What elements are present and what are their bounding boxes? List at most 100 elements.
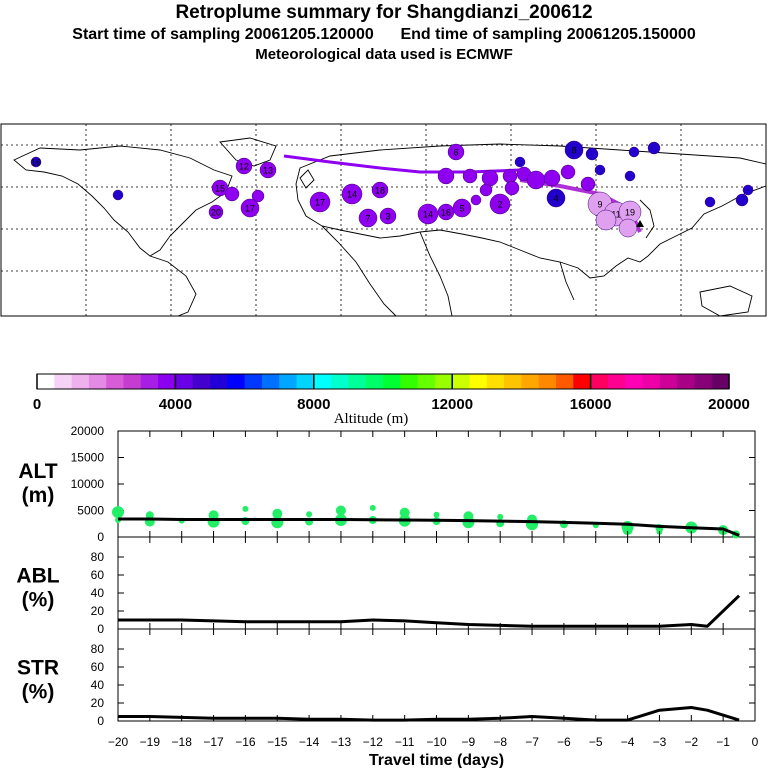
- plume-circle: [564, 140, 584, 160]
- y-axis-title: ABL: [16, 565, 59, 588]
- plume-circle: [502, 168, 518, 184]
- colorbar-cell: [348, 374, 367, 389]
- plume-circle: [546, 188, 566, 208]
- plume-circle-label: 9: [597, 200, 602, 210]
- plume-circle: [481, 169, 499, 187]
- alt-scatter-point: [399, 507, 410, 518]
- chart-title: Retroplume summary for Shangdianzi_20061…: [175, 2, 593, 23]
- alt-scatter-point: [145, 511, 154, 520]
- plume-circle-label: 20: [211, 208, 221, 218]
- colorbar-tick-label: 8000: [297, 396, 330, 413]
- plume-circle: [526, 170, 546, 190]
- x-tick-label: −4: [621, 735, 635, 749]
- y-axis-title: ALT: [18, 460, 57, 483]
- x-tick-label: −13: [331, 735, 352, 749]
- plume-circle-label: 14: [347, 190, 357, 200]
- alt-scatter-point: [272, 508, 283, 519]
- plume-circle: [470, 194, 482, 206]
- plume-circle-label: 12: [239, 162, 249, 172]
- plume-circle: [479, 183, 493, 197]
- colorbar-tick-label: 4000: [159, 396, 192, 413]
- colorbar-cell: [261, 374, 280, 389]
- plume-circle-label: 2: [497, 200, 502, 210]
- plume-circle: [560, 164, 576, 180]
- colorbar-cell: [331, 374, 349, 389]
- colorbar-cell: [538, 374, 557, 389]
- plume-circle: [112, 189, 124, 201]
- plume-circle: [379, 207, 397, 225]
- series-line-str: [118, 706, 740, 722]
- x-tick-label: −9: [462, 735, 476, 749]
- y-tick-label: 40: [91, 586, 105, 600]
- plume-circle-label: 19: [625, 208, 635, 218]
- plume-circle: [240, 198, 260, 218]
- colorbar-cell: [452, 374, 471, 389]
- colorbar-cell: [504, 374, 522, 389]
- y-tick-label: 20: [91, 604, 105, 618]
- colorbar-cell: [677, 374, 695, 389]
- x-tick-label: −6: [557, 735, 571, 749]
- plume-circles: 16 12 13 15 17 20 17 14 18 7 3 14 16 5 2 6 4 8 9 11 19: [30, 140, 754, 238]
- y-tick-label: 0: [97, 622, 104, 636]
- alt-scatter-point: [112, 506, 124, 519]
- plume-circle: [735, 193, 749, 207]
- plume-circle: [704, 196, 716, 208]
- plume-circle: [504, 180, 520, 196]
- plume-circle: [30, 156, 42, 168]
- met-data-label: Meteorological data used is ECMWF: [255, 46, 513, 63]
- colorbar-cell: [244, 374, 263, 389]
- plume-circle: [309, 191, 331, 213]
- plume-circle: [224, 186, 240, 202]
- plume-circle: [543, 169, 561, 187]
- plume-circle: [447, 143, 465, 161]
- colorbar-cell: [711, 374, 730, 389]
- plume-circle: [618, 218, 638, 238]
- colorbar-tick-label: 16000: [570, 396, 612, 413]
- plume-circle: [624, 170, 636, 182]
- plume-circle: [341, 183, 363, 205]
- colorbar-cell: [434, 374, 453, 389]
- plume-circle: [371, 181, 389, 199]
- colorbar-cell: [590, 374, 609, 389]
- colorbar-tick-label: 20000: [708, 396, 750, 413]
- alt-scatter-point: [463, 511, 474, 522]
- plume-circle: [358, 208, 378, 228]
- y-tick-label: 40: [91, 678, 105, 692]
- colorbar-cell: [417, 374, 436, 389]
- end-time-label: End time of sampling 20061205.150000: [400, 26, 696, 43]
- x-tick-label: −2: [684, 735, 698, 749]
- colorbar-cell: [556, 374, 574, 389]
- y-axis-unit: (m): [22, 484, 55, 507]
- y-tick-label: 20000: [71, 424, 105, 438]
- plume-circle: [514, 156, 526, 168]
- station-marker: [636, 220, 644, 227]
- x-tick-label: −20: [108, 735, 129, 749]
- x-tick-label: −17: [203, 735, 224, 749]
- plume-circle: [208, 204, 224, 220]
- colorbar-cell: [625, 374, 644, 389]
- colorbar-cell: [88, 374, 107, 389]
- x-tick-label: −8: [493, 735, 507, 749]
- colorbar-cell: [227, 374, 246, 389]
- x-axis-title: Travel time (days): [369, 752, 504, 768]
- y-tick-label: 5000: [77, 504, 104, 518]
- colorbar-cell: [694, 374, 713, 389]
- plume-circle: [647, 141, 661, 155]
- x-tick-label: −11: [395, 735, 415, 749]
- y-tick-label: 0: [97, 530, 104, 544]
- plume-circle: [462, 168, 478, 184]
- colorbar: 0 4000 8000 12000 16000 20000 Altitude (m): [33, 373, 750, 427]
- colorbar-cell: [37, 374, 55, 389]
- panel-str: 0 20 40 60 80 STR(%): [17, 642, 755, 728]
- map-panel: 16 12 13 15 17 20 17 14 18 7 3 14 16 5 2 6 4 8 9 11 19: [0, 123, 767, 317]
- x-tick-label: −10: [426, 735, 447, 749]
- plume-circle-label: 18: [375, 186, 385, 196]
- alt-scatter-point: [433, 511, 440, 518]
- colorbar-cell: [383, 374, 401, 389]
- y-tick-label: 80: [91, 550, 105, 564]
- x-tick-label: −14: [299, 735, 320, 749]
- plume-circle: [489, 193, 511, 215]
- plume-circle-label: 3: [385, 212, 390, 222]
- y-tick-label: 60: [91, 568, 105, 582]
